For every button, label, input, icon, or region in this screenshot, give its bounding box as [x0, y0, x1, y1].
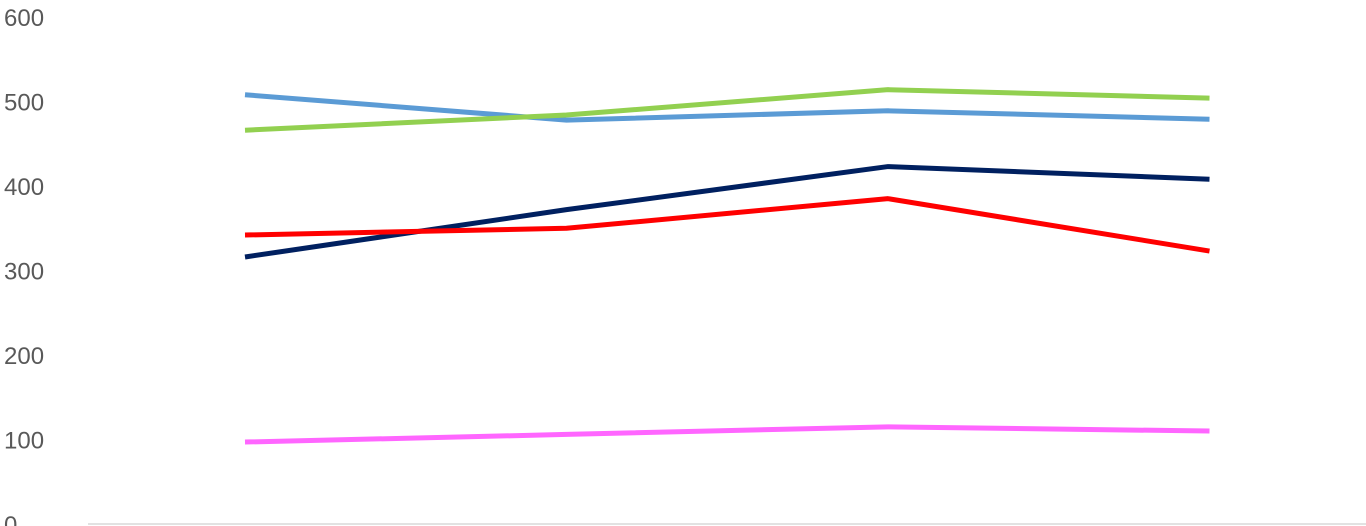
y-tick-label: 500 [4, 90, 44, 117]
y-tick-label: 400 [4, 174, 44, 201]
y-tick-label: 600 [4, 5, 44, 32]
series-group [244, 87, 1210, 445]
series-line-5 [244, 424, 1210, 445]
series-line-2 [244, 87, 1210, 133]
series-line-4 [244, 196, 1210, 254]
y-tick-label: 200 [4, 343, 44, 370]
y-axis-ticks: 0 100 200 300 400 500 600 [4, 5, 44, 526]
y-tick-label: 100 [4, 428, 44, 455]
y-tick-label: 300 [4, 259, 44, 286]
series-line-1 [244, 92, 1210, 123]
y-tick-label: 0 [4, 512, 17, 526]
